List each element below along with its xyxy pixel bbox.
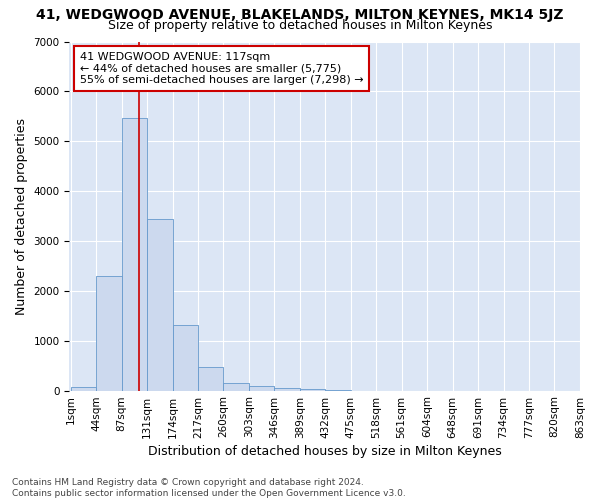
Text: Contains HM Land Registry data © Crown copyright and database right 2024.
Contai: Contains HM Land Registry data © Crown c… — [12, 478, 406, 498]
X-axis label: Distribution of detached houses by size in Milton Keynes: Distribution of detached houses by size … — [148, 444, 502, 458]
Bar — [71, 387, 96, 390]
Bar — [173, 324, 198, 390]
Bar — [96, 276, 122, 390]
Bar — [198, 367, 223, 390]
Text: 41 WEDGWOOD AVENUE: 117sqm
← 44% of detached houses are smaller (5,775)
55% of s: 41 WEDGWOOD AVENUE: 117sqm ← 44% of deta… — [80, 52, 363, 85]
Text: 41, WEDGWOOD AVENUE, BLAKELANDS, MILTON KEYNES, MK14 5JZ: 41, WEDGWOOD AVENUE, BLAKELANDS, MILTON … — [36, 8, 564, 22]
Bar — [147, 218, 173, 390]
Bar — [249, 386, 274, 390]
Y-axis label: Number of detached properties: Number of detached properties — [15, 118, 28, 314]
Bar — [274, 388, 300, 390]
Bar — [223, 383, 249, 390]
Bar — [122, 118, 147, 390]
Text: Size of property relative to detached houses in Milton Keynes: Size of property relative to detached ho… — [108, 19, 492, 32]
